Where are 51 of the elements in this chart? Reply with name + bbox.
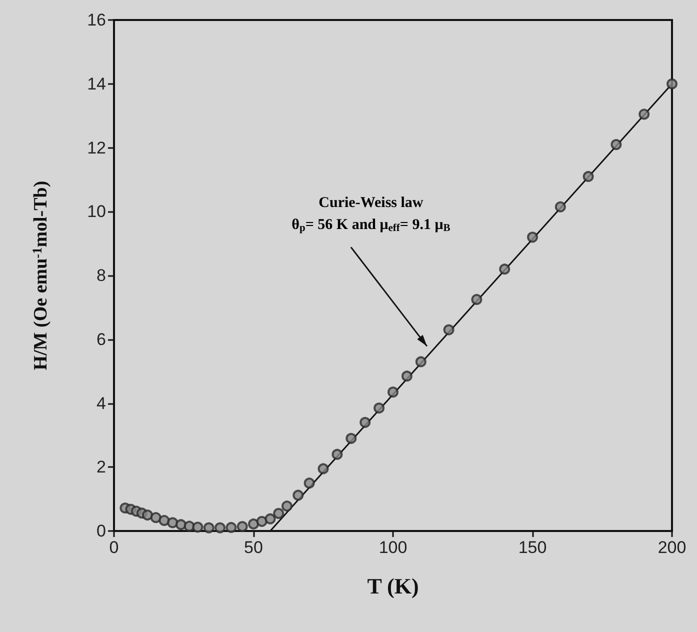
x-tick-label: 0 [109,538,119,557]
point [203,522,214,534]
point [192,522,204,533]
point [184,520,195,532]
point [264,513,276,524]
point [256,516,268,527]
point [443,324,454,336]
point [150,512,162,524]
y-tick-label: 4 [96,394,106,413]
point [610,139,622,150]
x-tick-label: 200 [658,538,686,557]
point [167,517,178,528]
point [360,416,371,428]
y-tick-label: 10 [87,202,106,222]
point [471,294,482,305]
point [582,170,594,182]
point [666,78,678,90]
point [281,500,292,512]
point [214,522,226,534]
point [415,356,426,368]
point [318,463,329,474]
point [292,490,304,501]
x-axis-title: T (K) [367,574,419,598]
point [527,232,538,243]
y-axis-title: H/M (Oe emu-1mol-Tb) [29,180,52,370]
point [304,478,315,489]
y-tick-label: 12 [87,138,106,158]
point [499,264,510,275]
point [388,386,398,398]
y-tick-label: 14 [87,74,106,94]
point [554,201,566,212]
point [226,522,237,533]
x-tick-label: 100 [378,538,408,557]
point [248,518,259,530]
point [236,521,248,532]
y-tick-label: 8 [96,266,106,285]
point [401,370,412,382]
point [374,402,385,414]
point [332,448,343,460]
x-tick-label: 50 [244,538,263,557]
point [175,519,186,530]
point [158,514,170,526]
point [638,108,650,120]
point [142,510,153,521]
point [346,432,357,444]
y-tick-label: 16 [87,10,106,30]
y-tick-label: 0 [96,522,106,540]
point [273,508,284,519]
x-tick-label: 150 [518,538,547,557]
y-tick-label: 6 [96,330,106,349]
y-tick-label: 2 [96,458,106,477]
